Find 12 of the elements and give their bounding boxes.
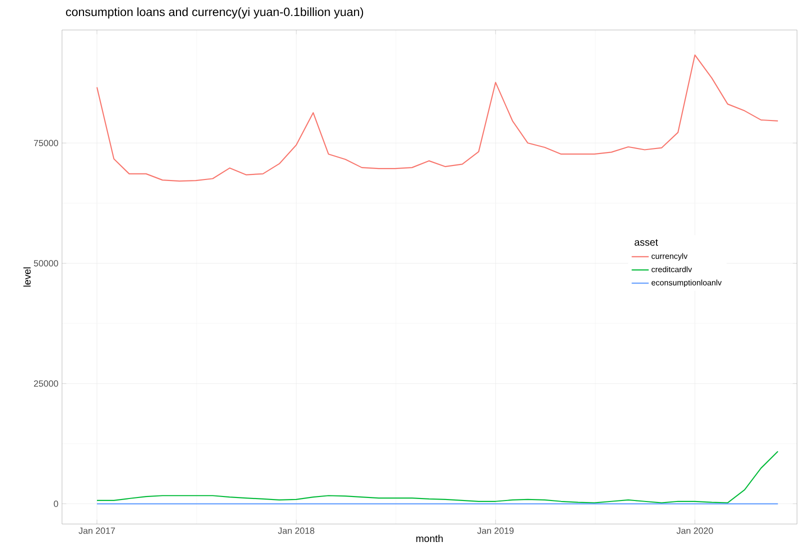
y-axis-title: level (23, 267, 31, 287)
y-tick-label: 50000 (34, 260, 58, 266)
y-tick-label: 25000 (34, 380, 58, 387)
chart-title: consumption loans and currency(yi yuan-0.1billion yuan) (66, 7, 364, 19)
y-tick-label: 75000 (34, 140, 58, 146)
x-tick-label: Jan 2018 (278, 528, 314, 534)
legend-title: asset (634, 239, 658, 246)
x-tick-label: Jan 2017 (78, 528, 115, 534)
x-tick-label: Jan 2019 (477, 528, 514, 534)
y-tick-label: 0 (54, 500, 58, 507)
x-tick-label: Jan 2020 (676, 528, 713, 534)
x-axis-title: month (416, 534, 443, 542)
